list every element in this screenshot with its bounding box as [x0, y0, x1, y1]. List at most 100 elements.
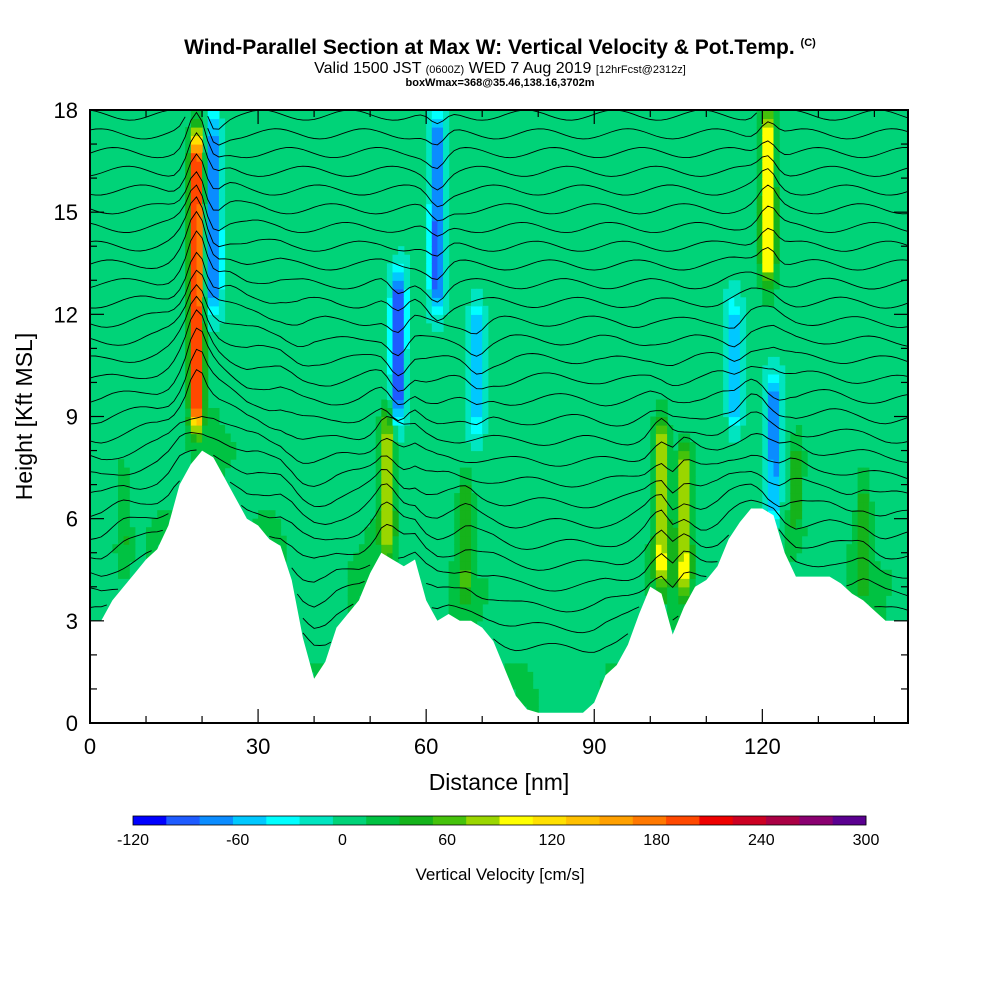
velocity-cell: [678, 442, 685, 452]
velocity-cell: [196, 220, 203, 230]
velocity-cell: [213, 263, 220, 273]
velocity-cell: [185, 331, 192, 341]
velocity-cell: [190, 271, 197, 281]
velocity-cell: [443, 246, 450, 256]
velocity-cell: [868, 527, 875, 537]
velocity-cell: [767, 365, 775, 375]
isentrope-line: [89, 603, 909, 634]
velocity-cell: [471, 552, 478, 562]
velocity-cell: [347, 578, 354, 588]
velocity-cell: [672, 561, 679, 571]
velocity-cell: [386, 365, 394, 375]
velocity-cell: [874, 586, 881, 596]
velocity-cell: [196, 331, 203, 341]
velocity-cell: [790, 510, 797, 520]
velocity-cell: [683, 510, 691, 520]
velocity-cell: [403, 288, 410, 298]
velocity-cell: [437, 263, 444, 273]
velocity-cell: [756, 280, 763, 290]
velocity-cell: [426, 229, 433, 239]
velocity-cell: [756, 271, 763, 281]
velocity-cell: [129, 544, 136, 554]
velocity-cell: [459, 612, 466, 622]
velocity-cell: [790, 450, 797, 460]
velocity-cell: [386, 280, 394, 290]
velocity-cell: [857, 569, 864, 579]
velocity-cell: [661, 467, 668, 477]
velocity-cell: [185, 161, 192, 171]
velocity-cell: [437, 195, 444, 205]
velocity-cell: [431, 220, 438, 230]
velocity-cell: [431, 135, 438, 145]
velocity-cell: [207, 322, 214, 332]
isentrope-line: [89, 550, 909, 592]
velocity-cell: [213, 186, 220, 196]
velocity-cell: [532, 688, 539, 698]
velocity-cell: [202, 339, 209, 349]
velocity-cell: [426, 118, 433, 128]
velocity-cell: [403, 305, 410, 315]
velocity-cell: [454, 561, 461, 571]
velocity-cell: [207, 280, 214, 290]
velocity-cell: [202, 178, 209, 188]
velocity-cell: [650, 416, 657, 426]
velocity-cell: [734, 391, 741, 401]
velocity-cell: [403, 399, 410, 409]
velocity-cell: [683, 544, 691, 554]
velocity-cell: [392, 544, 399, 554]
velocity-cell: [426, 288, 433, 298]
velocity-cell: [437, 110, 444, 120]
velocity-cell: [426, 305, 433, 315]
velocity-cell: [728, 339, 735, 349]
colorbar-swatch: [699, 816, 734, 825]
velocity-cell: [482, 425, 489, 435]
velocity-cell: [202, 442, 209, 452]
velocity-cell: [437, 212, 444, 222]
velocity-cell: [678, 476, 685, 486]
velocity-cell: [767, 501, 775, 511]
velocity-cell: [773, 263, 780, 273]
velocity-cell: [773, 408, 780, 418]
velocity-cell: [762, 254, 769, 264]
velocity-cell: [661, 518, 668, 528]
colorbar-swatch: [133, 816, 167, 825]
velocity-cell: [773, 220, 780, 230]
velocity-cell: [863, 586, 870, 596]
velocity-cell: [650, 569, 657, 579]
velocity-cell: [767, 459, 775, 469]
velocity-cell: [756, 178, 763, 188]
velocity-cell: [146, 527, 153, 537]
velocity-cell: [392, 373, 399, 383]
velocity-cell: [431, 152, 438, 162]
velocity-cell: [773, 450, 780, 460]
velocity-cell: [274, 535, 282, 545]
velocity-cell: [739, 305, 747, 315]
velocity-cell: [482, 348, 489, 358]
velocity-cell: [874, 561, 881, 571]
velocity-cell: [263, 527, 270, 537]
velocity-cell: [863, 518, 870, 528]
velocity-cell: [118, 569, 125, 579]
velocity-cell: [465, 382, 472, 392]
velocity-cell: [471, 612, 478, 622]
velocity-cell: [795, 518, 803, 528]
velocity-cell: [672, 493, 679, 503]
velocity-cell: [375, 476, 382, 486]
velocity-cell: [471, 288, 478, 298]
velocity-cell: [762, 220, 769, 230]
velocity-cell: [185, 314, 192, 324]
velocity-cell: [779, 433, 786, 443]
velocity-cell: [196, 297, 203, 307]
velocity-cell: [762, 118, 769, 128]
velocity-cell: [196, 237, 203, 247]
velocity-cell: [762, 373, 769, 383]
velocity-cell: [650, 467, 657, 477]
isentrope-line: [89, 171, 909, 222]
velocity-cell: [661, 544, 668, 554]
velocity-cell: [347, 586, 354, 596]
velocity-cell: [739, 331, 747, 341]
velocity-cell: [801, 450, 808, 460]
velocity-cell: [863, 569, 870, 579]
velocity-cell: [465, 561, 472, 571]
velocity-cell: [157, 510, 164, 520]
